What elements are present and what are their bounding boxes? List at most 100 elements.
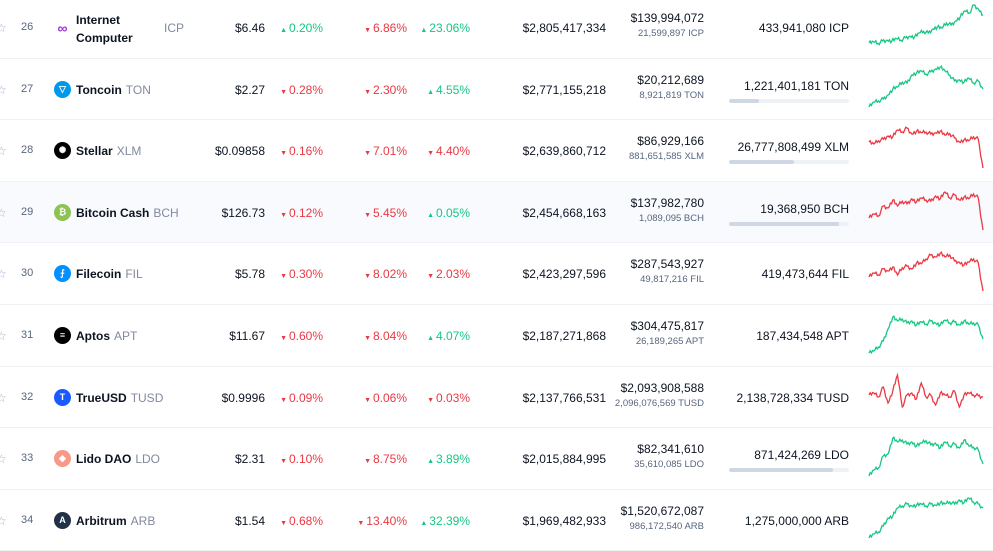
sparkline-path (868, 251, 984, 292)
caret-down-icon: ▼ (427, 150, 436, 158)
coin-symbol: FIL (125, 267, 143, 282)
volume[interactable]: $86,929,166 (637, 134, 704, 149)
icp-logo-icon: ∞ (54, 19, 71, 36)
star-icon[interactable]: ☆ (0, 205, 7, 220)
sparkline-path (868, 436, 984, 477)
sparkline-7d[interactable] (868, 63, 984, 111)
star-icon[interactable]: ☆ (0, 267, 7, 282)
volume-coin: 1,089,095 BCH (639, 212, 704, 224)
volume[interactable]: $287,543,927 (630, 257, 704, 272)
sparkline-7d[interactable] (868, 371, 984, 419)
coin-symbol: APT (114, 328, 138, 343)
caret-up-icon: ▲ (280, 27, 289, 34)
change-h24: ▼ 2.30% (364, 83, 407, 97)
table-row[interactable]: ☆ 34 A Arbitrum ARB $1.54 ▼ 0.68% ▼ 13.40%… (0, 489, 993, 551)
change-d7: ▼ 2.03% (427, 267, 470, 281)
star-icon[interactable]: ☆ (0, 21, 7, 35)
volume[interactable]: $1,520,672,087 (620, 503, 704, 518)
price: $2.27 (234, 82, 265, 97)
change-d7: ▲ 32.39% (420, 514, 470, 528)
change-d7: ▲ 3.89% (427, 452, 470, 466)
volume[interactable]: $20,212,689 (637, 72, 704, 87)
table-row[interactable]: ☆ 31 ≡ Aptos APT $11.67 ▼ 0.60% ▼ 8.04% ▲ 4… (0, 304, 993, 367)
caret-up-icon: ▲ (427, 334, 436, 342)
caret-down-icon: ▼ (357, 519, 367, 527)
caret-up-icon: ▲ (420, 519, 430, 527)
stellar-icon: ✺ (54, 142, 71, 160)
rank: 27 (21, 82, 34, 95)
coin-name-link[interactable]: Bitcoin Cash BCH (76, 206, 179, 220)
price: $6.46 (234, 21, 265, 35)
volume[interactable]: $82,341,610 (637, 442, 704, 457)
filecoin-icon: ⨍ (54, 265, 71, 283)
change-value: 5.45% (372, 205, 407, 220)
volume-coin: 35,610,085 LDO (634, 459, 704, 471)
change-h1: ▼ 0.68% (280, 514, 323, 528)
star-icon[interactable]: ☆ (0, 452, 7, 467)
sparkline-7d[interactable] (868, 309, 984, 357)
price: $5.78 (234, 267, 265, 282)
price: $126.73 (221, 205, 265, 220)
coin-name: Filecoin (76, 267, 122, 282)
market-cap: $2,805,417,334 (522, 21, 606, 35)
star-icon[interactable]: ☆ (0, 144, 7, 159)
coin-name-link[interactable]: TrueUSD TUSD (76, 391, 163, 405)
star-icon[interactable]: ☆ (0, 82, 7, 97)
table-row[interactable]: ☆ 32 T TrueUSD TUSD $0.9996 ▼ 0.09% ▼ 0.06… (0, 366, 993, 429)
caret-down-icon: ▼ (280, 88, 289, 96)
sparkline-path (868, 4, 984, 46)
change-value: 3.89% (435, 452, 470, 467)
table-row[interactable]: ☆ 28 ✺ Stellar XLM $0.09858 ▼ 0.16% ▼ 7.01… (0, 120, 993, 182)
sparkline-7d[interactable] (868, 432, 984, 480)
table-row[interactable]: ☆ 27 ▽ Toncoin TON $2.27 ▼ 0.28% ▼ 2.30% ▲ … (0, 58, 993, 121)
star-icon[interactable]: ☆ (0, 328, 7, 343)
star-icon[interactable]: ☆ (0, 513, 7, 528)
sparkline-7d[interactable] (868, 124, 984, 172)
change-value: 0.10% (288, 452, 323, 467)
table-row[interactable]: ☆ 29 ₿ Bitcoin Cash BCH $126.73 ▼ 0.12% ▼ … (0, 181, 993, 244)
market-cap: $2,423,297,596 (522, 267, 606, 282)
price: $0.09858 (214, 144, 265, 159)
rank: 31 (21, 328, 34, 341)
circulating-supply: 1,275,000,000 ARB (744, 513, 849, 528)
sparkline-7d[interactable] (868, 1, 984, 49)
volume-coin: 881,651,585 XLM (628, 151, 704, 163)
sparkline-7d[interactable] (868, 247, 984, 295)
caret-down-icon: ▼ (280, 273, 289, 281)
price: $1.54 (234, 513, 265, 528)
rank: 28 (21, 144, 34, 157)
sparkline-7d[interactable] (868, 494, 984, 542)
market-cap: $2,137,766,531 (522, 390, 606, 405)
volume[interactable]: $2,093,908,588 (620, 380, 704, 395)
coin-symbol: XLM (116, 144, 142, 159)
coin-name-link[interactable]: Stellar XLM (76, 144, 141, 158)
volume[interactable]: $139,994,072 (630, 11, 704, 25)
coin-name-link[interactable]: Aptos APT (76, 329, 137, 343)
volume[interactable]: $137,982,780 (630, 195, 704, 210)
coin-name[interactable]: Internet Computer (76, 13, 133, 45)
table-row[interactable]: ☆ 33 ◆ Lido DAO LDO $2.31 ▼ 0.10% ▼ 8.75% ▲… (0, 428, 993, 490)
change-d7: ▲ 4.55% (427, 83, 470, 97)
caret-up-icon: ▲ (427, 88, 436, 96)
star-icon[interactable]: ☆ (0, 390, 7, 405)
coin-name-link[interactable]: Filecoin FIL (76, 267, 143, 281)
caret-down-icon: ▼ (280, 150, 289, 158)
change-value: 0.28% (288, 82, 323, 97)
coin-name-link[interactable]: Arbitrum ARB (76, 514, 155, 528)
table-row[interactable]: ☆ 30 ⨍ Filecoin FIL $5.78 ▼ 0.30% ▼ 8.02% ▼… (0, 243, 993, 305)
change-value: 0.06% (372, 390, 407, 405)
coin-name-link[interactable]: Lido DAO LDO (76, 452, 160, 466)
volume[interactable]: $304,475,817 (630, 318, 704, 333)
circulating-supply: 187,434,548 APT (756, 328, 849, 343)
market-cap: $2,639,860,712 (522, 144, 606, 159)
change-value: 32.39% (429, 513, 470, 528)
table-row[interactable]: ☆ 26 ∞ Internet Computer ICP $6.46 ▲ 0.20… (0, 0, 993, 59)
change-d7: ▲ 0.05% (427, 206, 470, 220)
coin-symbol: TON (125, 82, 151, 97)
market-cap: $2,015,884,995 (522, 452, 606, 467)
coin-name-link[interactable]: Toncoin TON (76, 83, 151, 97)
sparkline-7d[interactable] (868, 186, 984, 234)
rank: 32 (21, 390, 34, 403)
change-value: 0.12% (288, 205, 323, 220)
